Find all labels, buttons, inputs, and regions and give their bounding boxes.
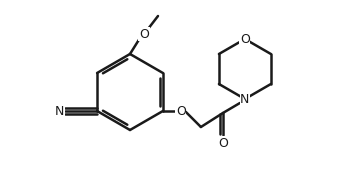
Text: O: O [176, 105, 186, 117]
Text: O: O [139, 28, 149, 41]
Text: N: N [240, 92, 250, 105]
Text: O: O [218, 137, 228, 150]
Text: N: N [55, 105, 64, 117]
Text: O: O [240, 33, 250, 46]
Text: N: N [240, 92, 250, 105]
